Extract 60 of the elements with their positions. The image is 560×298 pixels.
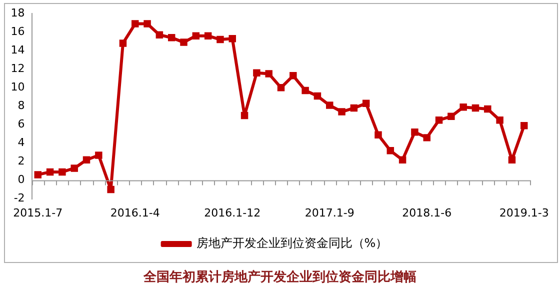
point [119,40,127,47]
point [265,70,272,78]
x-tick-label: 2019.1-3 [499,206,549,220]
text: 全国年初累计房地产开发企业到位资金同比增幅 [142,268,418,286]
point [34,171,42,178]
point [192,32,200,40]
point [228,34,236,42]
point [180,38,188,46]
y-tick-label: 8 [18,99,25,112]
point [508,156,516,164]
point [374,131,382,139]
legend-label: 房地产开发企业到位资金同比（%） [196,236,388,250]
point [496,116,504,124]
x-tick-label: 2016.1-4 [110,206,160,220]
point [290,72,297,80]
point [460,104,467,111]
y-tick-label: 6 [18,118,25,131]
point [95,152,102,159]
point [362,100,370,108]
y-tick-label: 12 [10,62,25,76]
point [204,32,212,40]
point [338,108,346,116]
y-tick-label: 2 [18,154,25,168]
point [350,104,358,112]
point [70,164,78,172]
x-tick-label: 2016.1-12 [204,206,261,220]
y-tick-label: 14 [10,44,25,56]
point [326,102,334,109]
point [314,92,322,100]
y-tick-label: 16 [10,24,25,38]
point [107,186,114,194]
point [240,112,248,120]
point [398,156,406,164]
y-tick-label: 18 [10,6,25,20]
point [484,105,492,113]
x-tick-label: 2017.1-9 [304,206,354,220]
point [448,112,455,120]
point [168,34,176,42]
x-tick-label: 2015.1-7 [13,206,63,220]
point [520,122,528,130]
point [386,147,394,154]
y-tick-label: 0 [18,173,25,186]
point [472,104,480,112]
point [423,134,430,142]
point [144,20,151,28]
point [277,84,285,92]
point [216,36,224,44]
point [132,20,139,28]
y-tick-label: -2 [14,192,25,205]
point [46,168,54,176]
point [302,86,309,94]
point [435,116,443,124]
point [156,31,164,39]
point [58,168,66,176]
point [253,69,260,76]
point [411,128,418,136]
x-tick-label: 2018.1-6 [402,206,452,220]
point [82,156,90,164]
y-tick-label: 4 [18,136,25,150]
y-tick-label: 10 [10,80,25,94]
